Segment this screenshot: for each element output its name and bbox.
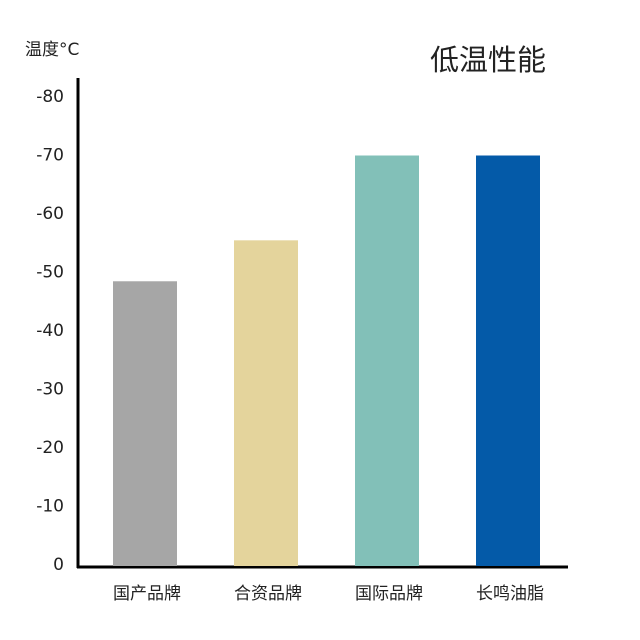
y-tick-label: 0	[53, 555, 64, 575]
x-tick-label: 长鸣油脂	[476, 584, 544, 604]
chart-title: 低温性能	[430, 43, 546, 77]
x-tick-label: 合资品牌	[234, 584, 302, 604]
y-tick-label: -70	[36, 146, 64, 166]
y-tick-label: -80	[36, 87, 64, 107]
bar	[355, 155, 419, 566]
y-tick-label: -50	[36, 263, 64, 283]
y-tick-label: -10	[36, 497, 64, 517]
x-tick-label: 国际品牌	[355, 584, 423, 604]
y-tick-label: -60	[36, 204, 64, 224]
bar	[234, 240, 298, 566]
x-tick-label: 国产品牌	[113, 584, 181, 604]
bar	[113, 281, 177, 566]
y-tick-label: -20	[36, 438, 64, 458]
y-axis-label: 温度°C	[25, 40, 79, 60]
y-tick-label: -40	[36, 321, 64, 341]
y-tick-label: -30	[36, 380, 64, 400]
bar	[476, 155, 540, 566]
